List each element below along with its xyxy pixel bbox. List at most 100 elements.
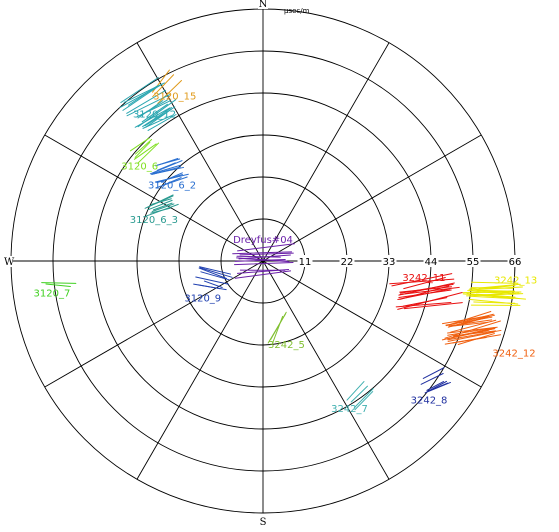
segment-3120_12-2 — [141, 103, 168, 123]
grid-layer — [10, 8, 516, 514]
segment-3242_11-12 — [403, 277, 446, 290]
spoke-60 — [262, 134, 482, 262]
segment-3242_12-18 — [445, 313, 494, 327]
spoke-150 — [262, 260, 390, 480]
segment-Dreyfus#04-2 — [233, 262, 294, 266]
segment-3120_6_2-7 — [155, 176, 188, 189]
spoke-240 — [44, 260, 264, 388]
segment-3120_9-1 — [199, 266, 232, 275]
ring-label-66: 66 — [509, 257, 522, 268]
cluster-3242_5 — [267, 311, 287, 345]
segment-3242_13-19 — [471, 286, 523, 291]
cardinal-W: W — [4, 257, 15, 268]
segment-3120_12-15 — [126, 89, 167, 114]
segment-3242_11-13 — [395, 301, 452, 308]
segment-3242_11-10 — [398, 289, 452, 298]
segment-3120_12-8 — [137, 99, 177, 128]
spoke-300 — [44, 134, 264, 262]
segment-Dreyfus#04-5 — [237, 243, 295, 252]
segment-3242_12-20 — [450, 319, 497, 333]
segment-3120_12-17 — [144, 109, 171, 127]
segment-3120_12-4 — [147, 114, 177, 131]
ring-label-55: 55 — [467, 257, 480, 268]
segment-3120_9-3 — [199, 267, 233, 278]
segment-3120_6_2-6 — [155, 157, 179, 167]
segment-3242_12-22 — [453, 329, 490, 338]
data-layer — [41, 69, 527, 411]
cluster-3120_6 — [129, 137, 160, 164]
ring-label-22: 22 — [341, 257, 354, 268]
segment-3242_13-16 — [466, 293, 524, 297]
segment-3120_6_3-6 — [144, 195, 174, 209]
ring-label-bg — [465, 255, 481, 267]
segment-3120_6_3-5 — [152, 202, 173, 211]
segment-3120_6_2-9 — [149, 160, 183, 175]
segment-3242_13-18 — [468, 289, 520, 293]
cluster-label-3242_7: 3242_7 — [331, 404, 368, 415]
segment-3120_6_2-8 — [156, 162, 176, 171]
cluster-label-3120_9: 3120_9 — [184, 293, 221, 304]
segment-3120_15-0 — [157, 79, 183, 105]
cluster-label-3120_12: 3120_12 — [133, 109, 176, 120]
segment-3120_12-9 — [142, 107, 172, 128]
segment-3120_7-0 — [45, 283, 71, 287]
segment-3242_12-7 — [444, 334, 502, 345]
cluster-label-3242_12: 3242_12 — [492, 348, 535, 359]
segment-3242_11-0 — [389, 278, 455, 285]
segment-3242_13-2 — [462, 293, 518, 299]
cardinal-bg — [258, 0, 268, 9]
segment-3120_9-7 — [203, 280, 223, 288]
spoke-120 — [262, 260, 482, 388]
segment-3242_8-4 — [422, 367, 445, 379]
segment-Dreyfus#04-1 — [234, 270, 292, 279]
segment-3120_12-7 — [137, 100, 164, 119]
segment-3242_8-2 — [426, 381, 444, 391]
cluster-label-3120_7: 3120_7 — [34, 289, 71, 300]
segment-3242_11-11 — [399, 286, 453, 293]
segment-3120_9-6 — [200, 271, 230, 281]
segment-3120_6-3 — [137, 142, 160, 164]
segment-Dreyfus#04-9 — [238, 254, 291, 260]
segment-Dreyfus#04-10 — [239, 252, 294, 256]
segment-3242_5-2 — [270, 311, 287, 341]
cluster-label-3120_15: 3120_15 — [153, 91, 196, 102]
segment-3242_12-13 — [450, 311, 492, 325]
segment-Dreyfus#04-4 — [232, 251, 293, 255]
segment-3242_13-13 — [478, 285, 516, 290]
segment-3242_12-17 — [447, 329, 502, 341]
cardinal-bg — [3, 256, 13, 267]
ring-label-33: 33 — [383, 257, 396, 268]
segment-3242_7-2 — [346, 381, 365, 401]
segment-3120_6_2-11 — [154, 173, 189, 183]
segment-3120_6_2-10 — [162, 177, 182, 186]
cluster-3242_8 — [420, 367, 451, 394]
cluster-3242_12 — [441, 311, 502, 345]
segment-3120_6_3-2 — [145, 203, 179, 217]
cluster-label-Dreyfus#04: Dreyfus#04 — [233, 235, 293, 246]
ring-label-bg — [297, 255, 313, 267]
segment-3120_6-0 — [129, 137, 150, 152]
segment-3120_6-2 — [133, 143, 157, 160]
segment-3120_7-1 — [41, 282, 77, 284]
segment-3242_7-0 — [350, 385, 368, 403]
segment-3242_7-1 — [353, 387, 374, 409]
segment-3242_13-7 — [475, 293, 516, 298]
segment-3242_12-21 — [447, 327, 495, 334]
segment-3242_8-5 — [426, 382, 449, 393]
segment-3242_11-5 — [403, 302, 463, 310]
segment-3242_11-3 — [397, 291, 463, 310]
cluster-label-3242_8: 3242_8 — [411, 395, 448, 406]
cardinal-N: N — [259, 0, 268, 10]
cluster-3120_6_3 — [144, 194, 179, 217]
cluster-label-3242_11: 3242_11 — [402, 273, 445, 284]
spoke-210 — [136, 260, 264, 480]
cluster-3120_12 — [119, 76, 177, 131]
segment-3242_11-8 — [391, 273, 453, 287]
segment-Dreyfus#04-11 — [234, 259, 286, 262]
segment-3120_12-12 — [136, 100, 171, 118]
units-label: μsec/m — [284, 7, 310, 15]
cluster-label-3120_6: 3120_6 — [121, 162, 158, 173]
cardinal-S: S — [260, 517, 267, 528]
